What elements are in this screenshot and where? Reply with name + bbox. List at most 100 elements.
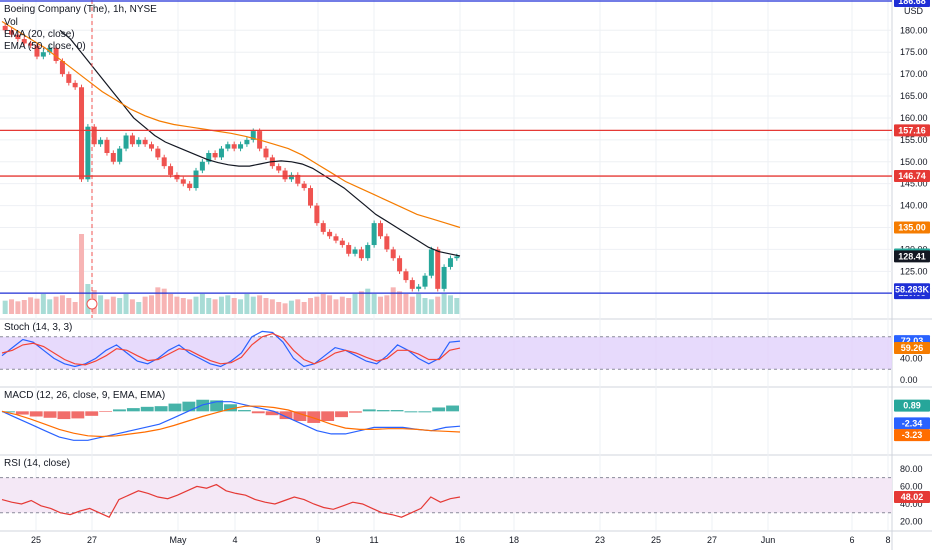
volume-bar — [371, 294, 377, 314]
macd-hist-bar — [307, 411, 321, 423]
stoch-pane[interactable] — [0, 330, 892, 370]
candle-body — [199, 161, 205, 171]
candle-body — [206, 153, 212, 162]
volume-bar — [155, 287, 161, 314]
macd-signal-line — [1, 405, 461, 438]
volume-bar — [142, 296, 148, 314]
time-axis[interactable]: 25 27 May 4 9 11 16 18 23 25 27 Jun 6 8 — [31, 535, 891, 545]
volume-bar — [377, 296, 383, 314]
volume-bar — [193, 296, 199, 314]
volume-bar — [212, 299, 218, 314]
volume-bar — [59, 295, 65, 314]
volume-bar — [180, 298, 186, 314]
volume-bar — [129, 299, 135, 314]
volume-bar — [308, 298, 314, 314]
candle-body — [28, 43, 34, 46]
volume-bar — [161, 288, 167, 314]
volume-bar — [295, 299, 301, 314]
price-tick-label: 165.00 — [900, 91, 928, 101]
candle-body — [435, 249, 441, 289]
candle-body — [371, 223, 377, 246]
candle-body — [384, 236, 390, 250]
candle-body — [244, 139, 250, 145]
macd-hist-bar — [446, 405, 459, 412]
stoch-d-line — [1, 332, 461, 366]
volume-bar — [358, 291, 364, 314]
x-tick-label: 23 — [595, 535, 605, 545]
volume-bar — [257, 295, 263, 314]
candle-body — [59, 60, 65, 75]
candle-body — [129, 135, 135, 145]
macd-tag — [894, 429, 930, 442]
level-tag — [894, 0, 930, 8]
candle-body — [308, 188, 314, 206]
stoch-tick-label: 0.00 — [900, 375, 918, 385]
price-tag — [894, 221, 930, 234]
macd-hist-bar — [57, 411, 71, 420]
rsi-tick-label: 80.00 — [900, 464, 923, 474]
volume-bar — [428, 299, 434, 314]
ema20-line — [59, 29, 461, 257]
level-tag — [894, 170, 930, 183]
x-tick-label: 4 — [232, 535, 237, 545]
stoch-tick-label: 40.00 — [900, 353, 923, 363]
rsi-label[interactable]: RSI (14, close) — [4, 458, 71, 469]
candle-body — [397, 258, 403, 272]
macd-pane[interactable] — [1, 399, 461, 441]
candle-body — [123, 135, 129, 149]
volume-bar — [199, 294, 205, 314]
rsi-line — [1, 483, 461, 518]
price-axis[interactable]: 180.00 175.00 170.00 165.00 160.00 155.00 150.… — [894, 0, 930, 527]
macd-label[interactable]: MACD (12, 26, close, 9, EMA, EMA) — [4, 390, 166, 401]
macd-line — [1, 401, 461, 441]
volume-bar — [117, 298, 123, 314]
level-tag-label: 146.74 — [898, 171, 926, 181]
macd-hist-bar — [168, 403, 182, 412]
price-tick-label: 170.00 — [900, 69, 928, 79]
volume-bar — [435, 296, 441, 314]
volume-bar — [85, 284, 91, 314]
indicator-label-vol[interactable]: Vol — [4, 17, 18, 28]
price-tag-label: 128.41 — [898, 251, 926, 261]
stoch-label[interactable]: Stoch (14, 3, 3) — [4, 322, 73, 333]
volume-bar — [238, 299, 244, 314]
candle-body — [98, 139, 104, 145]
volume-bar — [282, 303, 288, 314]
candle-body — [441, 266, 447, 289]
x-tick-label: 27 — [707, 535, 717, 545]
indicator-label-ema20[interactable]: EMA (20, close) — [4, 29, 75, 40]
candle-body — [416, 286, 422, 289]
volume-bar — [206, 298, 212, 314]
macd-hist-bar — [335, 411, 348, 418]
candle-body — [422, 275, 428, 287]
candle-body — [301, 183, 307, 189]
candle-body — [79, 87, 85, 180]
macd-hist-bar — [237, 410, 251, 412]
macd-hist-bar — [2, 411, 15, 413]
candle-body — [250, 131, 256, 140]
rsi-tick-label: 20.00 — [900, 517, 923, 527]
ema50-line — [1, 20, 461, 229]
candle-body — [47, 47, 53, 53]
volume-bar — [447, 295, 453, 314]
price-pane[interactable] — [0, 0, 892, 318]
macd-hist-bar — [390, 410, 404, 412]
macd-hist-bar — [85, 411, 99, 416]
candle-body — [218, 148, 224, 158]
stoch-tag — [894, 341, 930, 354]
candle-body — [66, 74, 72, 83]
indicator-label-ema50[interactable]: EMA (50, close, 0) — [4, 41, 86, 52]
macd-hist-bar — [279, 411, 293, 420]
volume-bar — [409, 296, 415, 314]
candle-body — [409, 280, 415, 289]
volume-bar — [21, 300, 27, 314]
rsi-pane[interactable] — [0, 477, 892, 518]
candle-body — [377, 223, 383, 237]
macd-hist-bar — [99, 411, 113, 412]
rsi-tag — [894, 490, 930, 503]
candle-body — [263, 148, 269, 158]
candle-body — [339, 240, 345, 246]
candle-body — [327, 231, 333, 237]
